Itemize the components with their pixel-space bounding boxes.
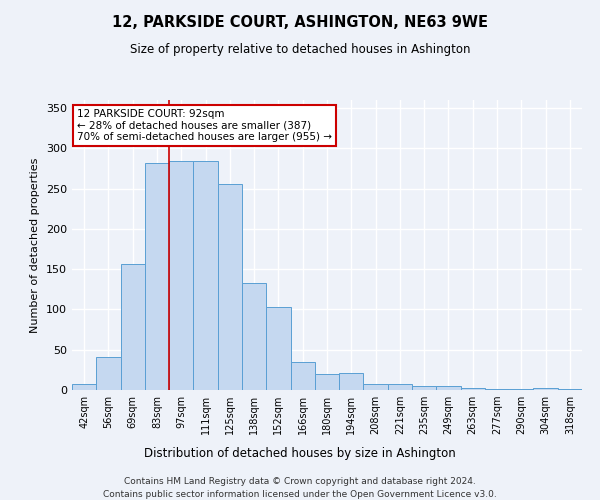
Bar bbox=[266, 307, 290, 390]
Bar bbox=[485, 389, 509, 390]
Text: Distribution of detached houses by size in Ashington: Distribution of detached houses by size … bbox=[144, 448, 456, 460]
Text: 12 PARKSIDE COURT: 92sqm
← 28% of detached houses are smaller (387)
70% of semi-: 12 PARKSIDE COURT: 92sqm ← 28% of detach… bbox=[77, 108, 332, 142]
Bar bbox=[339, 373, 364, 390]
Bar bbox=[242, 283, 266, 390]
Bar bbox=[290, 362, 315, 390]
Bar bbox=[96, 357, 121, 390]
Text: Contains public sector information licensed under the Open Government Licence v3: Contains public sector information licen… bbox=[103, 490, 497, 499]
Bar bbox=[509, 389, 533, 390]
Bar bbox=[145, 163, 169, 390]
Text: 12, PARKSIDE COURT, ASHINGTON, NE63 9WE: 12, PARKSIDE COURT, ASHINGTON, NE63 9WE bbox=[112, 15, 488, 30]
Bar bbox=[218, 184, 242, 390]
Bar bbox=[121, 264, 145, 390]
Bar bbox=[72, 384, 96, 390]
Bar bbox=[315, 374, 339, 390]
Y-axis label: Number of detached properties: Number of detached properties bbox=[31, 158, 40, 332]
Bar bbox=[169, 161, 193, 390]
Text: Size of property relative to detached houses in Ashington: Size of property relative to detached ho… bbox=[130, 42, 470, 56]
Bar bbox=[364, 384, 388, 390]
Bar bbox=[436, 386, 461, 390]
Bar bbox=[461, 388, 485, 390]
Text: Contains HM Land Registry data © Crown copyright and database right 2024.: Contains HM Land Registry data © Crown c… bbox=[124, 478, 476, 486]
Bar bbox=[558, 389, 582, 390]
Bar bbox=[412, 386, 436, 390]
Bar bbox=[533, 388, 558, 390]
Bar bbox=[388, 384, 412, 390]
Bar bbox=[193, 161, 218, 390]
